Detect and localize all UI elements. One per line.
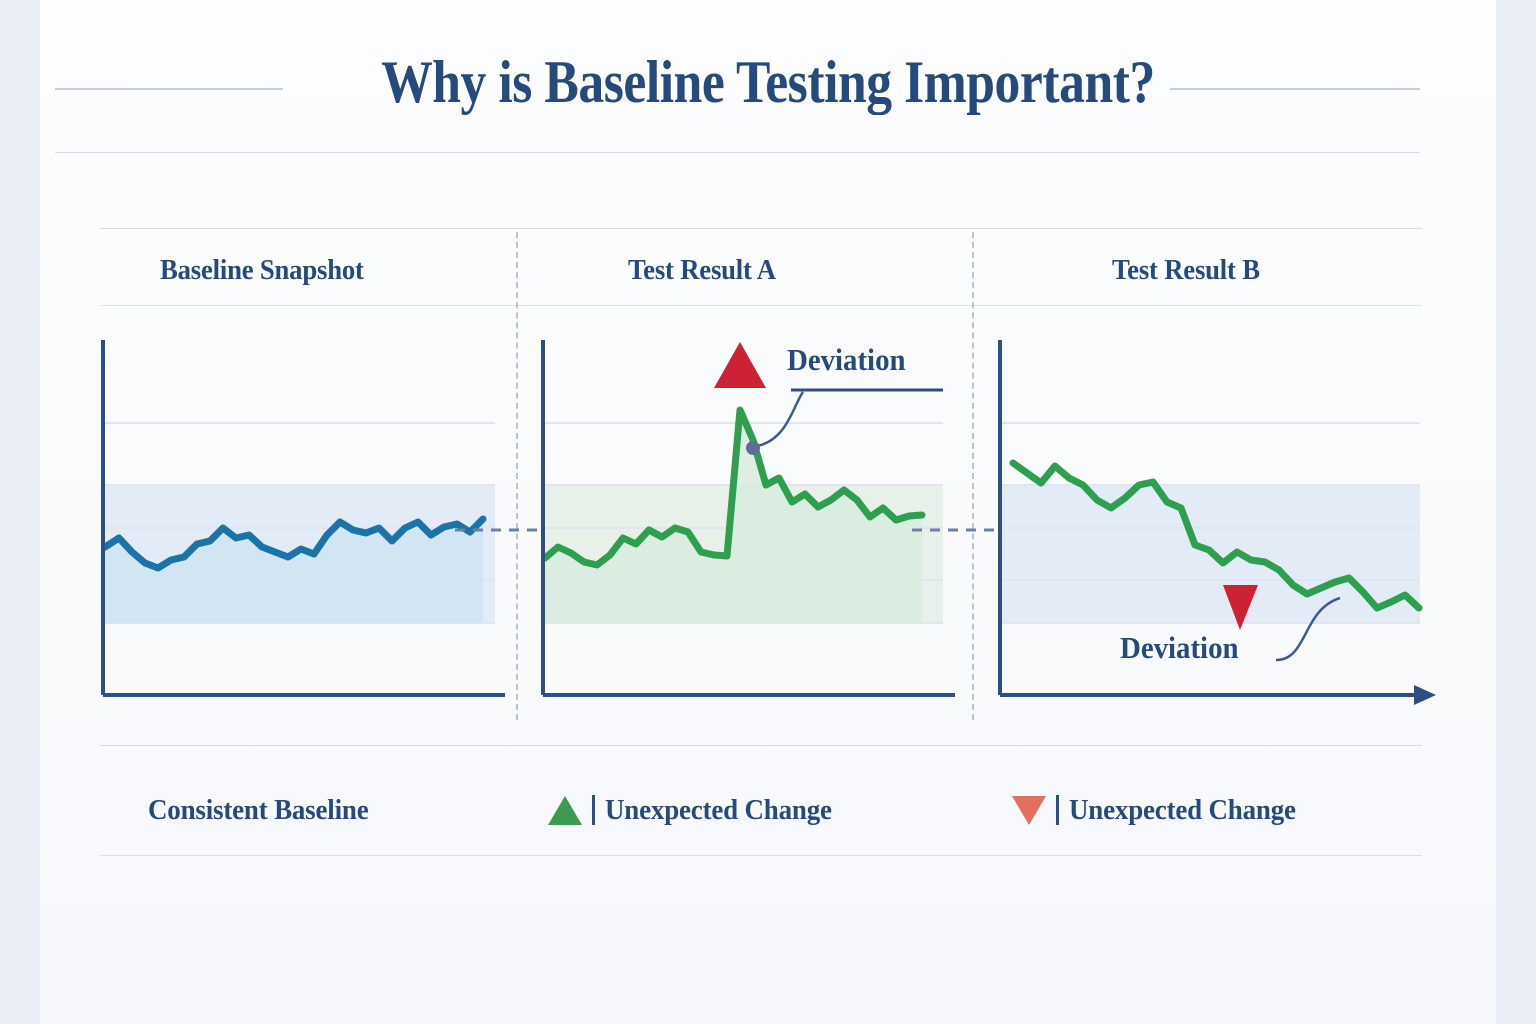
triangle-up-icon (714, 342, 766, 388)
legend-label: Unexpected Change (1069, 793, 1296, 826)
result-b-line (1009, 459, 1423, 612)
header-rule-top (100, 228, 1422, 229)
panel-separator-1 (516, 232, 518, 720)
legend-item-consistent-baseline[interactable]: Consistent Baseline (148, 786, 385, 834)
panel-header-test-result-b: Test Result B (1112, 254, 1260, 286)
page-edge-right (1496, 0, 1536, 1024)
triangle-down-icon (1223, 585, 1258, 630)
panel-header-baseline-snapshot: Baseline Snapshot (160, 254, 364, 286)
legend-divider (592, 795, 595, 825)
x-axis-arrowhead (1414, 685, 1436, 705)
deviation-leader-line (1275, 596, 1341, 662)
legend-rule-top (100, 745, 1422, 746)
baseline-line (101, 515, 487, 572)
panel-separator-2 (972, 232, 974, 720)
legend-item-unexpected-change-up[interactable]: Unexpected Change (548, 786, 849, 834)
legend-item-unexpected-change-down[interactable]: Unexpected Change (1012, 786, 1313, 834)
legend-divider (1056, 795, 1059, 825)
chart-baseline-snapshot (95, 330, 515, 710)
title-rule-left (55, 88, 283, 90)
chart-test-result-b: Deviation (990, 330, 1440, 710)
triangle-down-icon (1012, 795, 1046, 825)
deviation-leader-line (756, 391, 805, 448)
panel-header-test-result-a: Test Result A (628, 254, 776, 286)
result-a-line (541, 406, 926, 569)
triangle-up-icon (548, 795, 582, 825)
legend-label: Unexpected Change (605, 793, 832, 826)
title-divider (55, 152, 1420, 153)
deviation-label-b: Deviation (1120, 630, 1239, 665)
page-edge-left (0, 0, 42, 1024)
chart-test-result-a: Deviation (535, 330, 965, 710)
legend-label: Consistent Baseline (148, 793, 369, 826)
title-rule-right (1170, 88, 1420, 90)
header-rule-bottom (100, 305, 1422, 306)
deviation-anchor-dot (746, 441, 760, 455)
legend-rule-bottom (100, 855, 1422, 856)
deviation-label-a: Deviation (787, 342, 906, 377)
page-title: Why is Baseline Testing Important? (381, 49, 1155, 115)
